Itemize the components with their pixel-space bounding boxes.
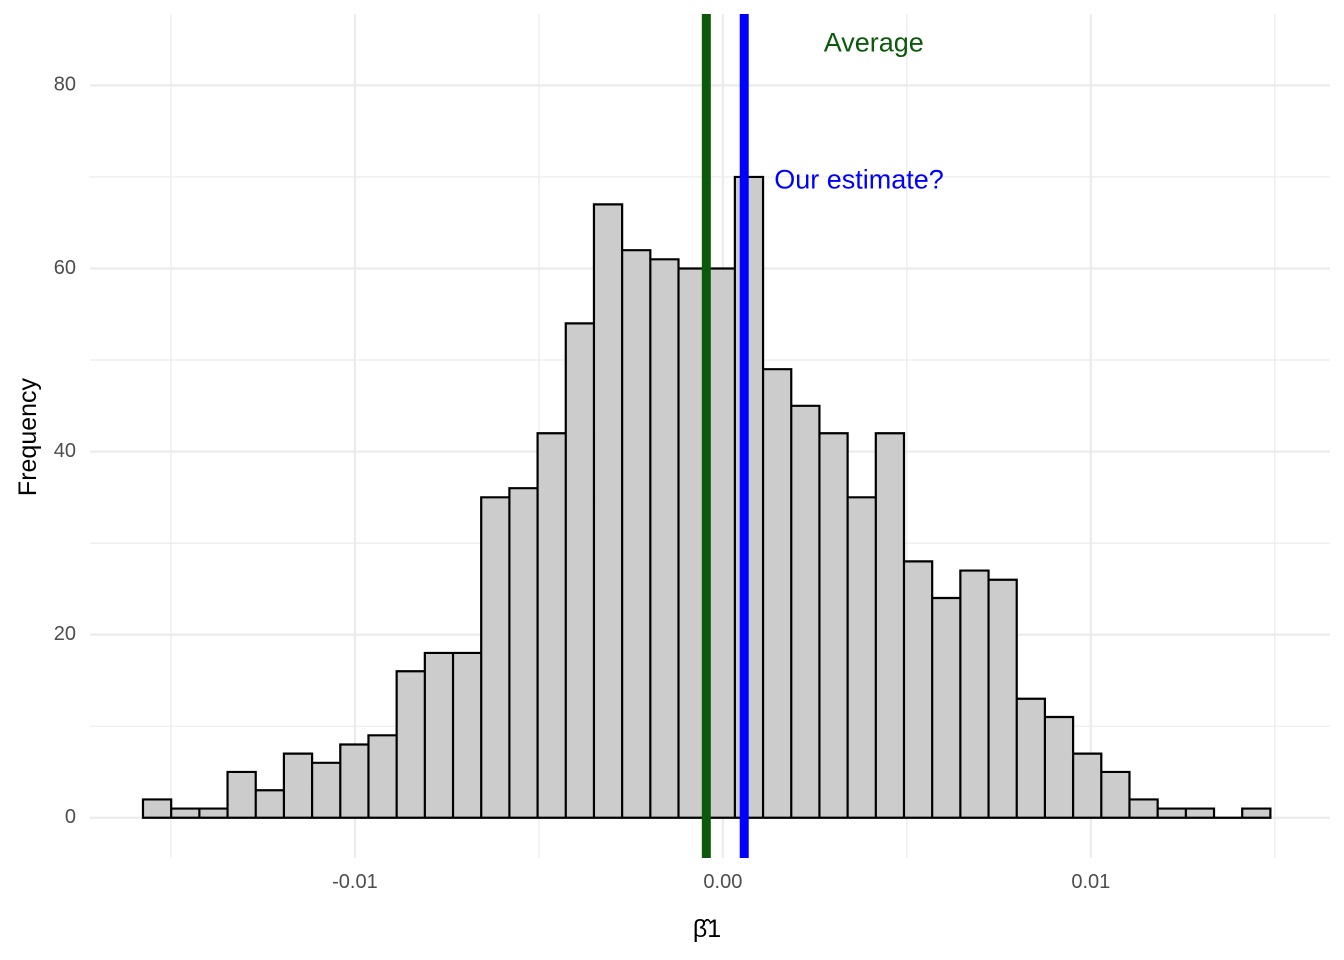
histogram-bar	[1101, 771, 1130, 818]
histogram-bar	[312, 762, 341, 818]
histogram-bar	[1016, 698, 1045, 818]
histogram-bar-outlines	[141, 175, 1272, 819]
histogram-bar	[424, 652, 454, 818]
histogram-bar	[960, 570, 989, 818]
x-tick-label: 0.01	[1071, 871, 1110, 893]
histogram-bar	[903, 561, 933, 818]
reference-lines	[701, 14, 749, 858]
histogram-bar	[1185, 808, 1215, 818]
histogram-bar	[283, 753, 313, 818]
histogram-bar	[565, 323, 594, 818]
histogram-bar	[142, 799, 172, 818]
x-tick-label: 0.00	[703, 871, 742, 893]
average-label: Average	[824, 27, 924, 57]
histogram-bar	[255, 790, 284, 818]
histogram-bar	[1157, 808, 1186, 818]
histogram-bar	[199, 808, 228, 818]
histogram-bar	[622, 250, 651, 818]
histogram-bar	[1242, 808, 1271, 818]
y-tick-label: 60	[54, 257, 76, 279]
y-tick-label: 80	[54, 74, 76, 96]
histogram-bar	[340, 744, 369, 818]
y-tick-label: 20	[54, 623, 76, 645]
histogram-bar	[509, 488, 538, 818]
histogram-bar	[227, 771, 256, 818]
y-tick-label: 40	[54, 440, 76, 462]
histogram-bar	[537, 433, 566, 818]
histogram-bar	[396, 671, 425, 818]
histogram-bar	[847, 497, 876, 818]
histogram-bar	[819, 433, 848, 818]
y-axis-title: Frequency	[14, 377, 42, 496]
histogram-bar	[932, 598, 961, 818]
annotations: Average Our estimate?	[774, 27, 944, 194]
x-tick-label: -0.01	[332, 871, 378, 893]
histogram-bar	[368, 735, 397, 818]
histogram-bar	[1044, 717, 1074, 818]
histogram-bar	[453, 652, 482, 818]
histogram-bar	[875, 433, 904, 818]
histogram-bar	[481, 497, 510, 818]
histogram-bar	[1073, 753, 1102, 818]
x-axis-title: β̂1	[693, 915, 721, 943]
x-axis-ticks: -0.01 0.00 0.01	[332, 871, 1110, 893]
our-estimate-label: Our estimate?	[774, 165, 944, 195]
y-tick-label: 0	[65, 806, 76, 828]
histogram-bar	[763, 369, 792, 818]
histogram-bar	[734, 176, 764, 818]
histogram-bar	[706, 268, 735, 818]
histogram-bars	[141, 175, 1272, 819]
histogram-bar	[171, 808, 200, 818]
histogram-bar	[1129, 799, 1158, 818]
histogram-bar	[650, 259, 679, 818]
histogram-bar	[988, 579, 1017, 818]
histogram-bar	[593, 204, 623, 818]
histogram-bar	[791, 405, 820, 818]
y-axis-ticks: 0 20 40 60 80	[54, 74, 76, 828]
